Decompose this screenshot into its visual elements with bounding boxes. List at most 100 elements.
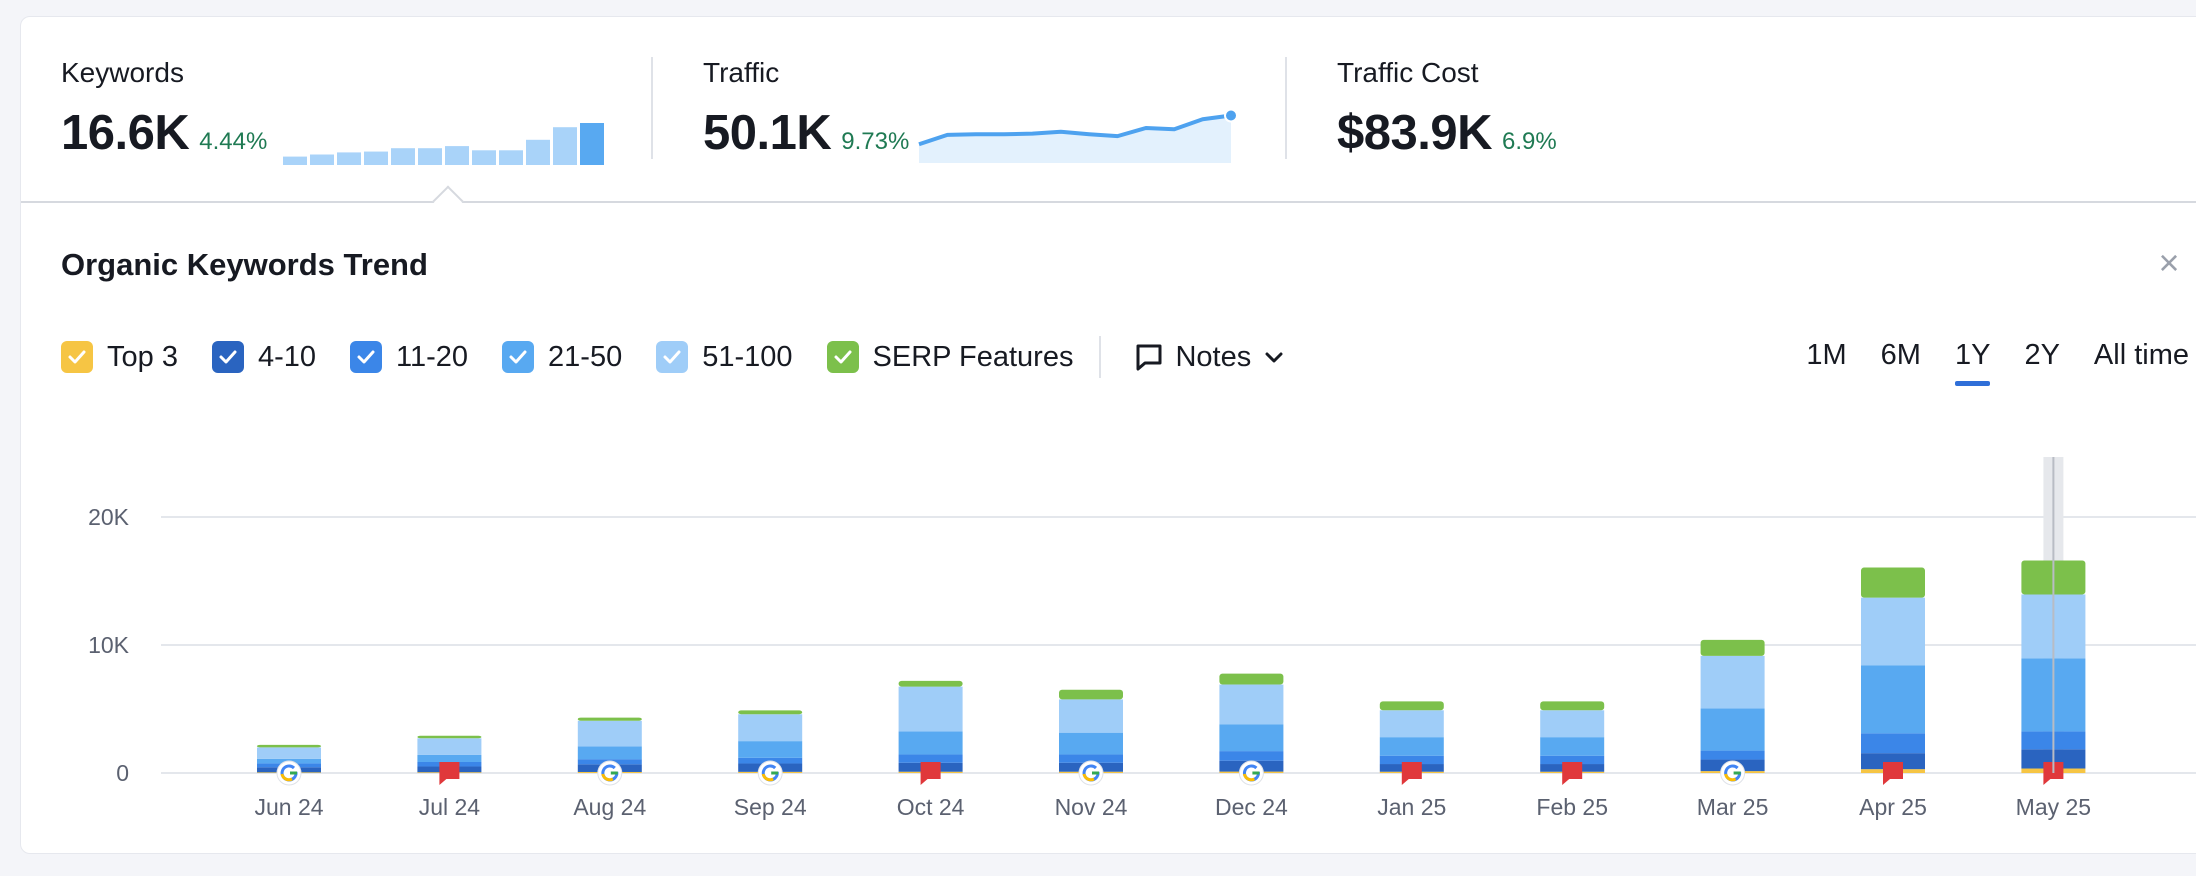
google-icon[interactable] bbox=[757, 760, 783, 786]
note-flag-icon[interactable] bbox=[920, 762, 941, 785]
y-tick-label: 0 bbox=[116, 760, 129, 786]
bar-segment-51-100 bbox=[1219, 684, 1284, 725]
legend-divider bbox=[1099, 336, 1102, 378]
google-icon[interactable] bbox=[597, 760, 623, 786]
x-tick-label: Jun 24 bbox=[254, 794, 323, 820]
x-tick-label: Feb 25 bbox=[1536, 794, 1608, 820]
legend-item-top-3[interactable]: Top 3 bbox=[61, 341, 178, 374]
close-icon[interactable]: × bbox=[2158, 242, 2180, 283]
range-1y[interactable]: 1Y bbox=[1954, 339, 1991, 386]
note-flag-icon[interactable] bbox=[2043, 762, 2064, 785]
bar-segment-serp-features bbox=[1700, 639, 1765, 656]
note-flag-icon[interactable] bbox=[1883, 762, 1903, 785]
sparkline-bar bbox=[391, 148, 415, 165]
bar-segment-21-50 bbox=[1379, 737, 1444, 756]
google-icon[interactable] bbox=[1720, 760, 1746, 786]
traffic-label: Traffic bbox=[703, 57, 780, 88]
bar-segment-51-100 bbox=[577, 720, 642, 747]
sparkline-bar bbox=[472, 150, 496, 165]
x-tick-label: Aug 24 bbox=[573, 794, 646, 820]
note-flag-icon[interactable] bbox=[1401, 762, 1422, 785]
bar-segment-21-50 bbox=[1540, 737, 1605, 756]
sparkline-bar bbox=[526, 139, 550, 165]
traffic-sparkline bbox=[918, 108, 1238, 163]
y-tick-label: 20K bbox=[88, 504, 130, 530]
x-tick-label: Mar 25 bbox=[1697, 794, 1769, 820]
note-flag-icon[interactable] bbox=[1562, 762, 1583, 785]
bar-segment-51-100 bbox=[257, 747, 321, 759]
bar-segment-11-20 bbox=[1700, 750, 1765, 760]
bar-segment-21-50 bbox=[738, 741, 803, 758]
bar-segment-51-100 bbox=[1700, 655, 1765, 709]
notes-dropdown[interactable]: Notes bbox=[1133, 341, 1295, 374]
checkbox-icon[interactable] bbox=[502, 341, 535, 373]
range-selector: 1M 6M 1Y 2Y All time bbox=[1772, 339, 2189, 386]
x-tick-label: May 25 bbox=[2016, 794, 2091, 820]
traffic-value: 50.1K bbox=[703, 106, 832, 160]
x-tick-label: Sep 24 bbox=[734, 794, 807, 820]
legend-label: 21-50 bbox=[548, 340, 623, 373]
bar-segment-51-100 bbox=[417, 738, 482, 755]
legend-label: 51-100 bbox=[702, 340, 793, 373]
google-icon[interactable] bbox=[1078, 760, 1104, 786]
sparkline-bar bbox=[499, 150, 523, 165]
legend-item-51-100[interactable]: 51-100 bbox=[656, 340, 793, 374]
bar-segment-11-20 bbox=[1861, 733, 1925, 754]
note-flag-icon[interactable] bbox=[439, 762, 460, 785]
tab-pointer bbox=[432, 185, 464, 217]
sparkline-bar bbox=[418, 148, 442, 165]
bar-segment-51-100 bbox=[1540, 710, 1605, 738]
bar-segment-51-100 bbox=[898, 686, 963, 732]
legend-item-serp-features[interactable]: SERP Features bbox=[826, 340, 1074, 374]
legend-label: SERP Features bbox=[872, 340, 1074, 373]
bar-stack-dec-24[interactable] bbox=[1219, 673, 1284, 773]
legend-item-21-50[interactable]: 21-50 bbox=[502, 341, 622, 374]
range-all-time[interactable]: All time bbox=[2093, 339, 2189, 371]
panel-title: Organic Keywords Trend bbox=[61, 247, 428, 282]
google-icon[interactable] bbox=[1238, 760, 1264, 786]
bar-segment-51-100 bbox=[1059, 699, 1123, 733]
checkbox-icon[interactable] bbox=[656, 341, 689, 373]
bar-segment-serp-features bbox=[257, 744, 321, 748]
google-icon[interactable] bbox=[276, 760, 302, 786]
bar-segment-11-20 bbox=[1379, 755, 1444, 765]
metric-divider bbox=[651, 57, 653, 159]
keywords-label: Keywords bbox=[61, 57, 184, 88]
x-tick-label: Nov 24 bbox=[1055, 794, 1128, 820]
sparkline-bar bbox=[310, 154, 334, 165]
x-tick-label: Dec 24 bbox=[1215, 794, 1288, 820]
tab-underline bbox=[21, 201, 2196, 203]
bar-stack-mar-25[interactable] bbox=[1700, 639, 1765, 773]
chevron-down-icon bbox=[1265, 352, 1283, 363]
legend-label: 11-20 bbox=[396, 340, 469, 373]
comment-icon bbox=[1136, 344, 1162, 371]
sparkline-bar bbox=[445, 146, 469, 165]
checkbox-icon[interactable] bbox=[826, 341, 859, 373]
sparkline-endpoint bbox=[1224, 108, 1238, 123]
checkbox-icon[interactable] bbox=[211, 341, 244, 373]
range-1m[interactable]: 1M bbox=[1806, 339, 1847, 371]
traffic-cost-delta: 6.9% bbox=[1502, 128, 1557, 155]
bar-stack-apr-25[interactable] bbox=[1861, 567, 1925, 773]
metric-divider bbox=[1285, 57, 1287, 159]
range-6m[interactable]: 6M bbox=[1880, 339, 1921, 371]
bar-segment-21-50 bbox=[1700, 708, 1765, 751]
sparkline-bar bbox=[337, 152, 361, 165]
bar-segment-serp-features bbox=[1219, 673, 1284, 685]
sparkline-area bbox=[919, 115, 1231, 163]
legend-label: Top 3 bbox=[107, 340, 178, 373]
keywords-trend-chart: 0 10K 20K Jun 24 Jul 24 Aug 24 Sep 24 Oct 24 Nov… bbox=[88, 457, 2196, 820]
range-2y[interactable]: 2Y bbox=[2024, 339, 2060, 371]
keywords-sparkline bbox=[283, 123, 604, 165]
bar-segment-serp-features bbox=[1059, 689, 1123, 700]
legend-item-4-10[interactable]: 4-10 bbox=[211, 341, 316, 374]
checkbox-icon[interactable] bbox=[350, 341, 382, 373]
y-tick-label: 10K bbox=[88, 632, 130, 658]
bar-segment-51-100 bbox=[1379, 710, 1444, 738]
traffic-cost-label: Traffic Cost bbox=[1337, 57, 1479, 88]
bar-stack-oct-24[interactable] bbox=[898, 680, 963, 773]
bar-segment-21-50 bbox=[1861, 665, 1925, 734]
legend-item-11-20[interactable]: 11-20 bbox=[350, 341, 468, 374]
bar-segment-serp-features bbox=[1540, 701, 1605, 711]
checkbox-icon[interactable] bbox=[61, 341, 93, 373]
